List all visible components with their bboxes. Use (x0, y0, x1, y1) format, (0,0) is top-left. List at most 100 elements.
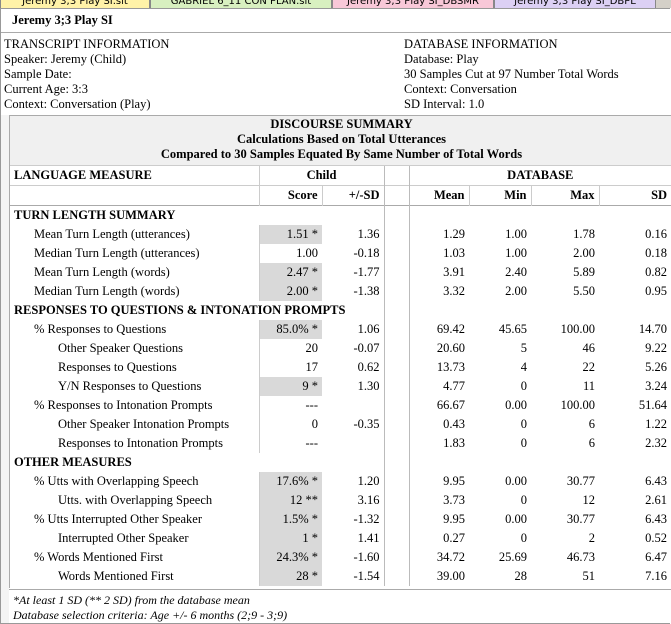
value-cell: 2.00 (505, 284, 528, 298)
divider (383, 396, 410, 415)
value-cell: 9.22 (645, 341, 668, 355)
value-cell: 6.43 (645, 474, 668, 488)
value-cell: 9 * (258, 377, 322, 396)
measure-label: Mean Turn Length (words) (34, 265, 170, 279)
value-cell: 0.00 (505, 398, 528, 412)
measure-row: Other Speaker Intonation Prompts 0 -0.35 0.… (10, 415, 671, 434)
value-cell: 3.24 (645, 379, 668, 393)
value-cell: 2 (588, 531, 596, 545)
value-cell: 1.06 (357, 322, 380, 336)
header-cell: Mean (409, 185, 470, 206)
divider (383, 453, 410, 472)
value-cell: 1 * (258, 529, 322, 548)
measure-label: Median Turn Length (utterances) (34, 246, 200, 260)
divider (383, 510, 410, 529)
value-cell: 100.00 (560, 398, 596, 412)
measure-row: Utts. with Overlapping Speech 12 ** 3.16 3.… (10, 491, 671, 510)
measure-label: Other Speaker Intonation Prompts (58, 417, 230, 431)
section-title: TURN LENGTH SUMMARY (14, 208, 176, 222)
value-cell: -1.32 (353, 512, 380, 526)
header-cell: SD (651, 188, 668, 202)
section-row: OTHER MEASURES (10, 453, 671, 472)
value-cell: 2.00 (573, 246, 596, 260)
value-cell: 1.83 (443, 436, 466, 450)
value-cell: 1.00 (505, 246, 528, 260)
value-cell: 3.73 (443, 493, 466, 507)
divider (383, 263, 410, 282)
value-cell: 12 (582, 493, 596, 507)
report: Jeremy 3;3 Play SI TRANSCRIPT INFORMATIO… (0, 8, 671, 624)
value-cell: 6 (588, 417, 596, 431)
value-cell: 0.43 (443, 417, 466, 431)
value-cell: 66.67 (436, 398, 466, 412)
table-body: LANGUAGE MEASURE Child DATABASE Score +/… (10, 166, 671, 586)
value-cell: 100.00 (560, 322, 596, 336)
value-cell: 39.00 (436, 569, 466, 583)
info-line: SD Interval: 1.0 (404, 97, 485, 111)
value-cell: 14.70 (638, 322, 668, 336)
header-cell (10, 186, 259, 206)
tab[interactable]: Jeremy 3;3 Play SI_DBPL (494, 0, 656, 8)
measure-row: Responses to Intonation Prompts --- 1.83 0 6… (10, 434, 671, 453)
divider (383, 301, 410, 320)
value-cell: 46 (582, 341, 596, 355)
measure-label: Interrupted Other Speaker (58, 531, 189, 545)
value-cell: -0.07 (353, 341, 380, 355)
value-cell: 1.20 (357, 474, 380, 488)
value-cell: 0 (258, 415, 322, 434)
info-line: Context: Conversation (404, 82, 517, 96)
header-cell: Child (258, 166, 385, 186)
divider (383, 434, 410, 453)
divider (383, 225, 410, 244)
divider (383, 185, 410, 206)
value-cell: 0.52 (645, 531, 668, 545)
value-cell: 1.51 * (258, 225, 322, 244)
tab[interactable]: Jeremy 3;3 Play SI_DBSMR (332, 0, 494, 8)
tab[interactable]: GABRIEL 6_11 CON PLAN.slt (150, 0, 332, 8)
value-cell: --- (258, 434, 322, 453)
header-cell: Score (258, 185, 323, 206)
value-cell: 12 ** (258, 491, 322, 510)
value-cell: -1.54 (353, 569, 380, 583)
value-cell: 9.95 (443, 474, 466, 488)
value-cell: 34.72 (436, 550, 466, 564)
measure-row: Y/N Responses to Questions 9 * 1.30 4.77 0 11… (10, 377, 671, 396)
margin-strip (1, 115, 9, 623)
measure-row: Mean Turn Length (utterances) 1.51 * 1.36 1… (10, 225, 671, 244)
summary-table: LANGUAGE MEASURE Child DATABASE Score +/… (10, 166, 671, 586)
value-cell: 9.95 (443, 512, 466, 526)
value-cell: 2.61 (645, 493, 668, 507)
summary-table-box: DISCOURSE SUMMARY Calculations Based on … (9, 115, 671, 588)
value-cell: 13.73 (436, 360, 466, 374)
header-cell: LANGUAGE MEASURE (14, 168, 152, 182)
section-title: RESPONSES TO QUESTIONS & INTONATION PROM… (14, 303, 346, 317)
value-cell: 85.0% * (258, 320, 322, 339)
info-heading: TRANSCRIPT INFORMATION (4, 37, 170, 51)
value-cell: 24.3% * (258, 548, 322, 567)
header-row: Score +/-SD Mean Min Max SD (10, 185, 671, 206)
tab[interactable]: Jeremy 3;3 Play SI.slt (0, 0, 150, 8)
value-cell: 0 (520, 417, 528, 431)
value-cell: 1.30 (357, 379, 380, 393)
measure-row: Median Turn Length (words) 2.00 * -1.38 3.3… (10, 282, 671, 301)
divider (383, 548, 410, 567)
measure-label: Other Speaker Questions (58, 341, 183, 355)
value-cell: 3.91 (443, 265, 466, 279)
header-cell: DATABASE (507, 168, 574, 182)
divider (383, 472, 410, 491)
value-cell: 1.03 (443, 246, 466, 260)
value-cell: 0.18 (645, 246, 668, 260)
value-cell: 2.32 (645, 436, 668, 450)
cell (409, 453, 671, 472)
value-cell: 22 (582, 360, 596, 374)
value-cell: 1.22 (645, 417, 668, 431)
section-row: TURN LENGTH SUMMARY (10, 205, 671, 225)
value-cell: 28 * (258, 567, 322, 586)
value-cell: 5.89 (573, 265, 596, 279)
measure-label: % Utts with Overlapping Speech (34, 474, 199, 488)
transcript-info: TRANSCRIPT INFORMATION Speaker: Jeremy (… (4, 37, 169, 112)
value-cell: 0 (520, 379, 528, 393)
measure-row: Interrupted Other Speaker 1 * 1.41 0.27 0 2 0.… (10, 529, 671, 548)
value-cell: 51 (582, 569, 596, 583)
